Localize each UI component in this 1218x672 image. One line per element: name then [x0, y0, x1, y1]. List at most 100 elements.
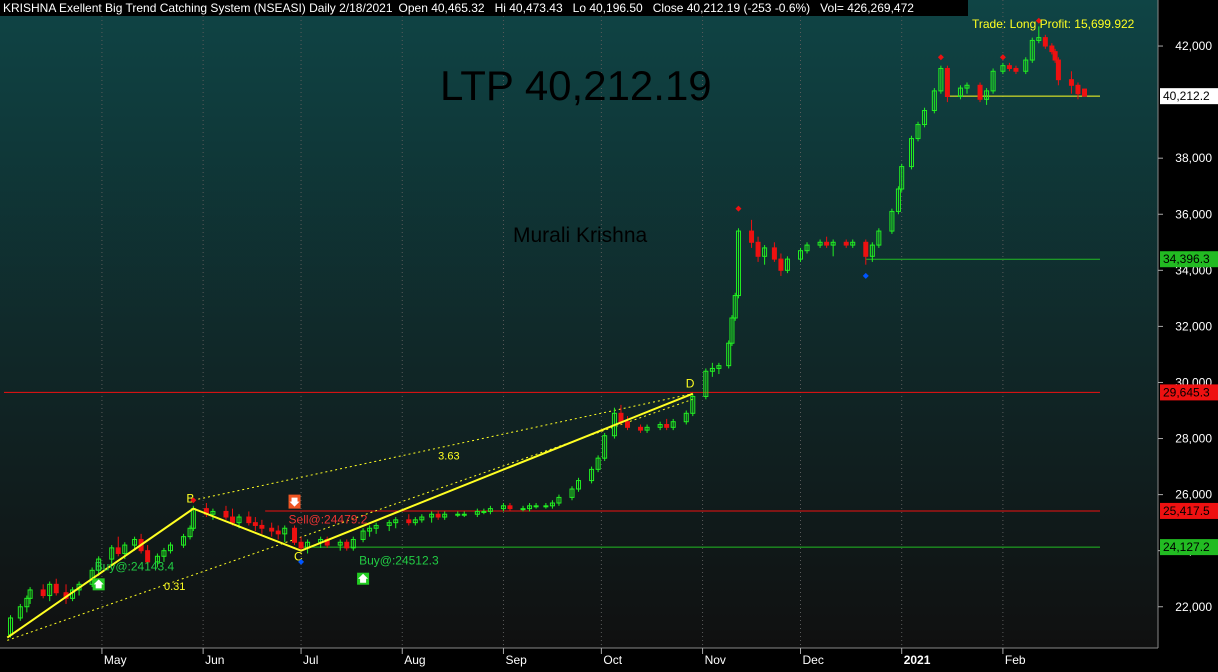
candle-body	[549, 502, 555, 507]
candle-body	[337, 541, 343, 546]
y-tick-label: 36,000	[1175, 207, 1212, 221]
y-tick-label: 42,000	[1175, 39, 1212, 53]
pattern-lines: B C D	[6, 377, 695, 639]
candle-body	[507, 505, 513, 510]
candle-body	[1075, 84, 1081, 95]
candle-body	[344, 541, 350, 549]
candle-body	[850, 241, 856, 246]
candle-body	[269, 527, 275, 532]
candle-body	[1052, 51, 1058, 61]
candle-body	[259, 524, 265, 529]
candle-body	[455, 513, 461, 516]
pattern-point-label: D	[686, 377, 695, 391]
candle-body	[520, 508, 526, 511]
candle-body	[824, 241, 830, 246]
candle-body	[40, 589, 46, 597]
x-axis-months: May Jun Jul Aug Sep Oct Nov Dec 2021 Feb	[101, 648, 1026, 667]
candle-body	[876, 230, 882, 246]
candle-body	[1000, 65, 1006, 72]
candle-body	[576, 480, 582, 490]
y-tick-label: 32,000	[1175, 319, 1212, 333]
channel-line	[193, 393, 693, 501]
candle-body	[817, 241, 823, 246]
candle-body	[298, 541, 304, 549]
month-label: Dec	[803, 653, 824, 667]
candle-body	[762, 247, 768, 257]
candle-body	[664, 424, 670, 428]
candle-body	[716, 365, 722, 369]
candle-body	[749, 230, 755, 243]
month-label: Feb	[1005, 653, 1026, 667]
candle-body	[223, 510, 229, 518]
candle-body	[115, 547, 121, 554]
candle-body	[210, 510, 216, 515]
price-tags: 29,645.3 25,417.5 24,127.2 34,396.3 40,212.2	[1160, 88, 1218, 556]
y-tick-label: 28,000	[1175, 432, 1212, 446]
month-label: Sep	[505, 653, 527, 667]
candle-body	[869, 244, 875, 257]
header-volume: Vol= 426,269,472	[820, 1, 914, 15]
candle-body	[412, 519, 418, 524]
level-lines	[4, 95, 1100, 548]
candle-body	[1082, 88, 1088, 97]
candle-body	[481, 510, 487, 513]
candle-body	[122, 544, 128, 554]
candle-body	[109, 547, 115, 560]
candle-body	[729, 317, 735, 344]
price-tag-label: 34,396.3	[1163, 252, 1210, 266]
candle-body	[569, 488, 575, 498]
pattern-point-label: C	[294, 550, 303, 564]
candle-body	[895, 188, 901, 212]
candle-body	[732, 295, 738, 319]
candle-body	[703, 370, 709, 397]
month-label: Jul	[303, 653, 318, 667]
candle-body	[96, 558, 102, 571]
candle-body	[618, 412, 624, 423]
candle-body	[683, 412, 689, 423]
month-label: May	[104, 653, 127, 667]
price-tag-label: 24,127.2	[1163, 540, 1210, 554]
candle-body	[187, 527, 193, 538]
candle-body	[360, 530, 366, 540]
price-tag	[1160, 251, 1218, 268]
price-tag-label: 40,212.2	[1163, 89, 1210, 103]
candle-body	[474, 510, 480, 515]
candle-body	[1006, 65, 1012, 69]
candle-body	[1055, 59, 1061, 81]
candle-body	[167, 544, 173, 552]
candle-body	[804, 244, 810, 252]
candle-body	[435, 513, 441, 518]
diamond-marker	[999, 54, 1006, 61]
candle-body	[442, 513, 448, 518]
candle-body	[938, 67, 944, 92]
price-tag	[1160, 88, 1218, 105]
diamond-marker	[1035, 17, 1042, 24]
candle-body	[1029, 39, 1035, 61]
candle-body	[908, 138, 914, 168]
sell-arrow-glyph	[289, 497, 300, 507]
candle-body	[944, 67, 950, 98]
candle-body	[798, 250, 804, 260]
candle-body	[500, 505, 506, 510]
candle-body	[957, 87, 963, 98]
ltp-label: LTP 40,212.19	[440, 62, 712, 109]
candle-body	[47, 583, 53, 597]
candle-body	[154, 555, 160, 563]
pattern-point-label: B	[186, 492, 194, 506]
candle-body	[784, 258, 790, 271]
candle-body	[1042, 37, 1048, 47]
candle-body	[527, 505, 533, 510]
header-low: Lo 40,196.50	[573, 1, 643, 15]
y-tick-label: 22,000	[1175, 600, 1212, 614]
candle-body	[275, 530, 281, 535]
candle-body	[589, 468, 595, 482]
plot-background	[0, 0, 1158, 648]
price-tag-label: 25,417.5	[1163, 504, 1210, 518]
candle-body	[915, 124, 921, 140]
candle-body	[282, 527, 288, 535]
price-tag	[1160, 384, 1218, 401]
header-high: Hi 40,473.43	[495, 1, 563, 15]
candle-body	[556, 496, 562, 504]
candle-body	[145, 550, 151, 563]
ratio-label: 3.63	[438, 451, 459, 463]
